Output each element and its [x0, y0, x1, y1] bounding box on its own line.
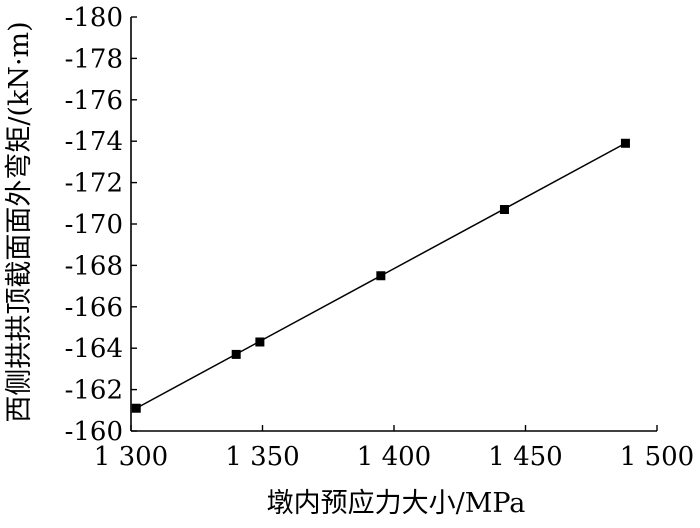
y-tick-label: -174	[65, 127, 123, 157]
y-tick-label: -170	[65, 210, 123, 240]
data-point-marker	[231, 349, 241, 359]
x-tick-label: 1 450	[488, 442, 562, 472]
y-axis-title: 西侧拱拱顶截面面外弯矩/(kN·m)	[4, 21, 35, 422]
y-tick-label: -166	[65, 293, 123, 323]
x-tick-label: 1 350	[225, 442, 299, 472]
y-tick-label: -172	[65, 169, 123, 199]
y-tick-label: -178	[65, 44, 123, 74]
y-tick-label: -164	[65, 334, 123, 364]
data-point-marker	[376, 271, 386, 281]
y-tick-label: -180	[65, 3, 123, 33]
x-tick-label: 1 500	[620, 442, 694, 472]
x-tick-label: 1 300	[94, 442, 168, 472]
data-points	[131, 138, 630, 413]
data-point-marker	[620, 138, 630, 148]
data-point-marker	[131, 403, 141, 413]
y-tick-label: -160	[65, 417, 123, 447]
y-tick-label: -162	[65, 376, 123, 406]
y-tick-label: -176	[65, 86, 123, 116]
data-point-marker	[499, 205, 509, 215]
y-tick-label: -168	[65, 251, 123, 281]
ticks: -160 -162 -164 -166 -168 -170 -172 -174 -176 -178…	[65, 3, 695, 472]
x-axis-title: 墩内预应力大小/MPa	[267, 488, 526, 519]
data-point-marker	[255, 337, 265, 347]
x-tick-label: 1 400	[357, 442, 431, 472]
